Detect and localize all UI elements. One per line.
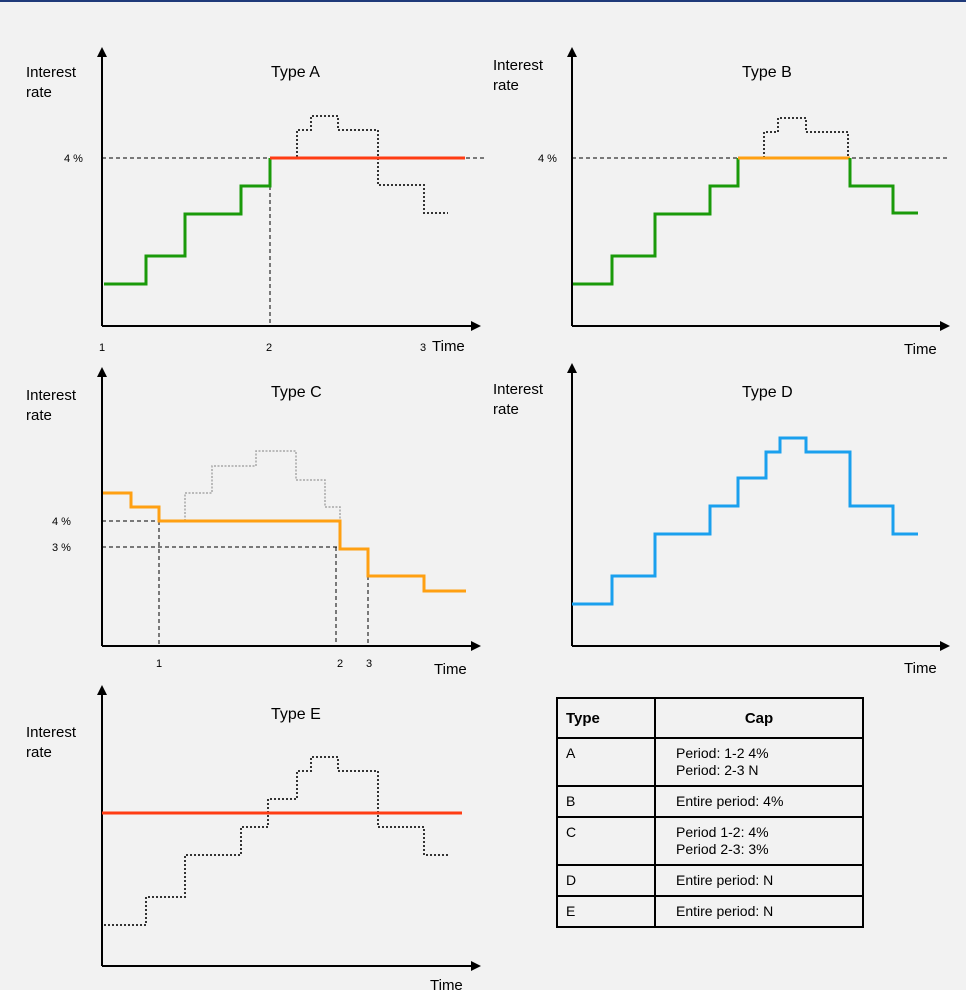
y-axis-label-line1: Interest: [26, 724, 77, 741]
table-row: B Entire period: 4%: [556, 785, 864, 818]
cap-cell: Entire period: 4%: [654, 785, 864, 818]
cap-line: Period 2-3: 3%: [676, 841, 769, 857]
x-axis-label: Time: [904, 660, 937, 677]
cap-line: Entire period: 4%: [676, 793, 784, 809]
cap-line: Entire period: N: [676, 903, 774, 919]
level-label-4pct: 4 %: [538, 153, 557, 165]
y-axis-label-line2: rate: [493, 401, 519, 418]
rate-step-line-green: [104, 158, 272, 286]
x-axis-label: Time: [434, 661, 467, 678]
cap-cell: Period 1-2: 4% Period 2-3: 3%: [654, 816, 864, 866]
y-axis-label-line1: Interest: [26, 64, 77, 81]
table-row: A Period: 1-2 4% Period: 2-3 N: [556, 737, 864, 787]
cap-cell: Period: 1-2 4% Period: 2-3 N: [654, 737, 864, 787]
cap-line: Period: 2-3 N: [676, 762, 759, 778]
panel-title: Type D: [742, 384, 793, 401]
panel-type-b: Interest rate Type B 4 % Time: [493, 47, 950, 358]
panel-type-e: Interest rate Type E Time: [26, 685, 481, 990]
table-header-row: Type Cap: [556, 697, 864, 739]
cap-cell: Entire period: N: [654, 864, 864, 897]
uncapped-rate-dotted-line: [270, 115, 448, 214]
x-tick-2: 2: [337, 658, 343, 670]
table-row: C Period 1-2: 4% Period 2-3: 3%: [556, 816, 864, 866]
y-axis-label-line2: rate: [26, 407, 52, 424]
uncapped-rate-dotted-line: [104, 756, 448, 926]
column-header-type: Type: [556, 697, 656, 739]
cap-line: Entire period: N: [676, 872, 774, 888]
top-border: [0, 0, 966, 2]
y-axis-label-line2: rate: [26, 744, 52, 761]
cap-cell: Entire period: N: [654, 895, 864, 928]
table-row: E Entire period: N: [556, 895, 864, 928]
panel-title: Type C: [271, 384, 322, 401]
panel-title: Type E: [271, 706, 321, 723]
type-cell: B: [556, 785, 656, 818]
y-axis-label-line1: Interest: [493, 57, 544, 74]
rate-step-line-green-right: [848, 158, 918, 215]
x-tick-2: 2: [266, 342, 272, 354]
uncapped-rate-line-blue: [572, 436, 918, 606]
level-label-4pct: 4 %: [52, 516, 71, 528]
x-tick-1: 1: [156, 658, 162, 670]
x-axis-label: Time: [904, 341, 937, 358]
cap-line: Period: 1-2 4%: [676, 745, 769, 761]
rate-step-line-green-left: [573, 158, 740, 286]
cap-line: Period 1-2: 4%: [676, 824, 769, 840]
type-cell: C: [556, 816, 656, 866]
uncapped-rate-dotted-line: [184, 450, 341, 521]
x-tick-1: 1: [99, 342, 105, 354]
panel-title: Type B: [742, 64, 792, 81]
level-label-3pct: 3 %: [52, 542, 71, 554]
table-row: D Entire period: N: [556, 864, 864, 897]
y-axis-label-line1: Interest: [26, 387, 77, 404]
y-axis-label-line2: rate: [493, 77, 519, 94]
x-tick-3: 3: [366, 658, 372, 670]
x-tick-3: 3: [420, 342, 426, 354]
panel-type-c: Interest rate Type C 4 % 3 % 1 2 3 Time: [26, 367, 481, 678]
y-axis-label-line1: Interest: [493, 381, 544, 398]
y-axis-label-line2: rate: [26, 84, 52, 101]
x-axis-label: Time: [432, 338, 465, 355]
panel-type-d: Interest rate Type D Time: [493, 363, 950, 677]
panel-type-a: Interest rate Type A 4 % 1 2 3 Time: [26, 47, 484, 355]
type-cell: D: [556, 864, 656, 897]
panel-title: Type A: [271, 64, 320, 81]
type-cell: E: [556, 895, 656, 928]
capped-rate-line-orange: [103, 491, 466, 593]
cap-summary-table: Type Cap A Period: 1-2 4% Period: 2-3 N …: [556, 697, 864, 928]
x-axis-label: Time: [430, 977, 463, 990]
type-cell: A: [556, 737, 656, 787]
column-header-cap: Cap: [654, 697, 864, 739]
level-label-4pct: 4 %: [64, 153, 83, 165]
uncapped-rate-dotted-line: [763, 117, 849, 158]
